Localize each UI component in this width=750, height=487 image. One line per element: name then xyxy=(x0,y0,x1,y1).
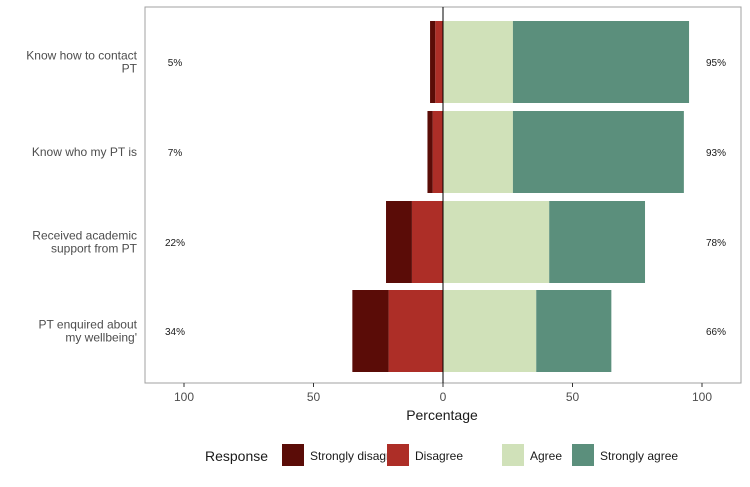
bar-disagree-know-who-my-pt-is xyxy=(432,111,443,193)
x-tick-label: 50 xyxy=(566,390,580,404)
bar-disagree-pt-enquired-about-my-wellbeing xyxy=(388,290,443,372)
left-total-label: 7% xyxy=(168,148,183,159)
right-total-label: 78% xyxy=(706,238,726,249)
legend-label-agree: Agree xyxy=(530,449,562,463)
bar-disagree-received-academic-support-from-pt xyxy=(411,201,443,283)
labels: Know how to contact PT 5% 95% Know who my PT… xyxy=(26,49,726,345)
bar-strongly-disagree-pt-enquired-about-my-wellbeing xyxy=(352,290,389,372)
bar-strongly-agree-received-academic-support-from-pt xyxy=(549,201,646,283)
legend-key-disagree xyxy=(387,444,409,466)
legend: Response Strongly disagree Disagree Agree St… xyxy=(205,444,678,466)
bar-strongly-disagree-received-academic-support-from-pt xyxy=(386,201,412,283)
legend-key-strongly-agree xyxy=(572,444,594,466)
x-axis-title: Percentage xyxy=(406,407,478,423)
category-label: Know how to contact PT xyxy=(26,49,137,76)
x-tick-label: 100 xyxy=(692,390,712,404)
bar-strongly-disagree-know-who-my-pt-is xyxy=(427,111,433,193)
legend-key-strongly-disagree xyxy=(282,444,304,466)
category-label: Received academic support from PT xyxy=(32,229,137,256)
legend-label-strongly-agree: Strongly agree xyxy=(600,449,678,463)
x-tick-label: 50 xyxy=(307,390,321,404)
bar-agree-pt-enquired-about-my-wellbeing xyxy=(443,290,537,372)
bars xyxy=(352,7,690,383)
bar-disagree-know-how-to-contact-pt xyxy=(435,21,443,103)
x-axis: 100 50 0 50 100 xyxy=(174,383,712,404)
legend-label-strongly-disagree: Strongly disagree xyxy=(310,449,404,463)
category-label: Know who my PT is xyxy=(32,145,137,159)
legend-key-agree xyxy=(502,444,524,466)
x-tick-label: 100 xyxy=(174,390,194,404)
bar-strongly-agree-pt-enquired-about-my-wellbeing xyxy=(536,290,612,372)
x-tick-label: 0 xyxy=(440,390,447,404)
bar-strongly-disagree-know-how-to-contact-pt xyxy=(430,21,436,103)
legend-title: Response xyxy=(205,448,268,464)
right-total-label: 66% xyxy=(706,327,726,338)
bar-agree-received-academic-support-from-pt xyxy=(443,201,550,283)
bar-agree-know-how-to-contact-pt xyxy=(443,21,513,103)
bar-strongly-agree-know-how-to-contact-pt xyxy=(512,21,690,103)
legend-label-disagree: Disagree xyxy=(415,449,463,463)
bar-strongly-agree-know-who-my-pt-is xyxy=(512,111,684,193)
right-total-label: 95% xyxy=(706,58,726,69)
bar-agree-know-who-my-pt-is xyxy=(443,111,513,193)
left-total-label: 5% xyxy=(168,58,183,69)
category-label: PT enquired about my wellbeing' xyxy=(38,318,137,345)
left-total-label: 22% xyxy=(165,238,185,249)
right-total-label: 93% xyxy=(706,148,726,159)
left-total-label: 34% xyxy=(165,327,185,338)
